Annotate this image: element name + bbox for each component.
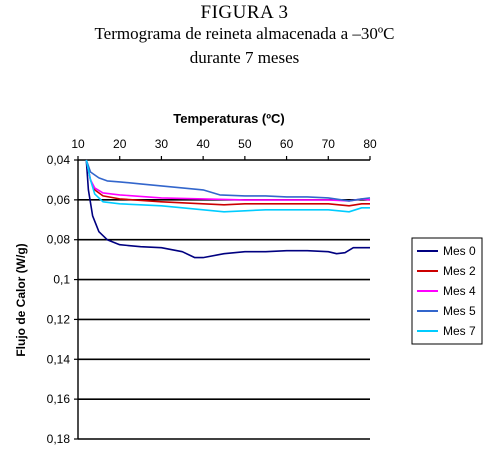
- y-tick-label: 0,14: [47, 352, 71, 366]
- legend-label: Mes 5: [443, 304, 476, 318]
- figure-label: FIGURA 3: [200, 2, 289, 23]
- x-tick-label: 50: [238, 137, 252, 151]
- y-tick-label: 0,06: [47, 193, 71, 207]
- y-tick-label: 0,04: [47, 153, 71, 167]
- figure-subtitle-line-2: durante 7 meses: [189, 48, 300, 67]
- series-lines: [85, 159, 371, 259]
- series-line-mes-0: [85, 159, 370, 259]
- axes: 0,04 0,06 0,08 0,1 0,12 0,14 0,16 0,18 10 20 30 40 5…: [47, 137, 377, 446]
- y-axis-title: Flujo de Calor (W/g): [14, 243, 28, 356]
- x-tick-label: 20: [113, 137, 127, 151]
- x-tick-label: 40: [196, 137, 210, 151]
- legend-label: Mes 0: [443, 244, 476, 258]
- y-tick-label: 0,18: [47, 432, 71, 446]
- y-tick-label: 0,12: [47, 312, 71, 326]
- x-tick-label: 80: [363, 137, 377, 151]
- legend-label: Mes 7: [443, 324, 476, 338]
- series-line-mes-2: [85, 159, 370, 207]
- legend: Mes 0 Mes 2 Mes 4 Mes 5 Mes 7: [411, 237, 483, 345]
- x-tick-label: 10: [71, 137, 85, 151]
- y-tick-label: 0,1: [53, 273, 70, 287]
- series-line-mes-7: [85, 159, 370, 213]
- x-tick-label: 70: [322, 137, 336, 151]
- gridlines: [78, 199, 370, 440]
- x-tick-label: 30: [155, 137, 169, 151]
- x-axis-title: Temperaturas (ºC): [173, 111, 284, 126]
- x-tick-label: 60: [280, 137, 294, 151]
- figure-subtitle-line-1: Termograma de reineta almacenada a –30ºC: [94, 24, 395, 43]
- y-tick-label: 0,08: [47, 233, 71, 247]
- y-tick-label: 0,16: [47, 392, 71, 406]
- legend-label: Mes 2: [443, 264, 476, 278]
- series-line-mes-5: [85, 159, 371, 202]
- legend-label: Mes 4: [443, 284, 476, 298]
